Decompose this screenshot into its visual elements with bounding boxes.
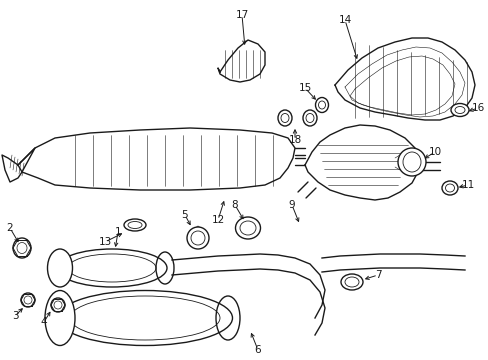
- Text: 5: 5: [182, 210, 188, 220]
- Ellipse shape: [57, 249, 167, 287]
- Ellipse shape: [47, 249, 72, 287]
- Text: 6: 6: [254, 345, 261, 355]
- Text: 4: 4: [41, 317, 47, 327]
- Ellipse shape: [397, 148, 425, 176]
- Text: 18: 18: [288, 135, 301, 145]
- Ellipse shape: [58, 291, 232, 346]
- Text: 10: 10: [427, 147, 441, 157]
- Polygon shape: [218, 40, 264, 82]
- Text: 1: 1: [115, 227, 121, 237]
- Text: 11: 11: [461, 180, 474, 190]
- Polygon shape: [321, 254, 464, 272]
- Text: 12: 12: [211, 215, 224, 225]
- Text: 14: 14: [338, 15, 351, 25]
- Ellipse shape: [70, 296, 220, 340]
- Text: 15: 15: [298, 83, 311, 93]
- Polygon shape: [334, 38, 474, 120]
- Text: 13: 13: [98, 237, 111, 247]
- Text: 3: 3: [12, 311, 18, 321]
- Text: 16: 16: [470, 103, 484, 113]
- Ellipse shape: [186, 227, 208, 249]
- Ellipse shape: [21, 293, 35, 307]
- Text: 7: 7: [374, 270, 381, 280]
- Text: 8: 8: [231, 200, 238, 210]
- Text: 17: 17: [235, 10, 248, 20]
- Ellipse shape: [51, 298, 65, 312]
- Ellipse shape: [45, 291, 75, 346]
- Ellipse shape: [315, 98, 328, 113]
- Polygon shape: [2, 148, 35, 182]
- Polygon shape: [305, 125, 419, 200]
- Ellipse shape: [441, 181, 457, 195]
- Ellipse shape: [13, 238, 31, 258]
- Ellipse shape: [340, 274, 362, 290]
- Ellipse shape: [303, 110, 316, 126]
- Text: 2: 2: [7, 223, 13, 233]
- Polygon shape: [18, 128, 294, 190]
- Text: 9: 9: [288, 200, 295, 210]
- Ellipse shape: [124, 219, 146, 231]
- Ellipse shape: [278, 110, 291, 126]
- Polygon shape: [172, 254, 325, 335]
- Ellipse shape: [235, 217, 260, 239]
- Ellipse shape: [450, 104, 468, 117]
- Ellipse shape: [68, 254, 156, 282]
